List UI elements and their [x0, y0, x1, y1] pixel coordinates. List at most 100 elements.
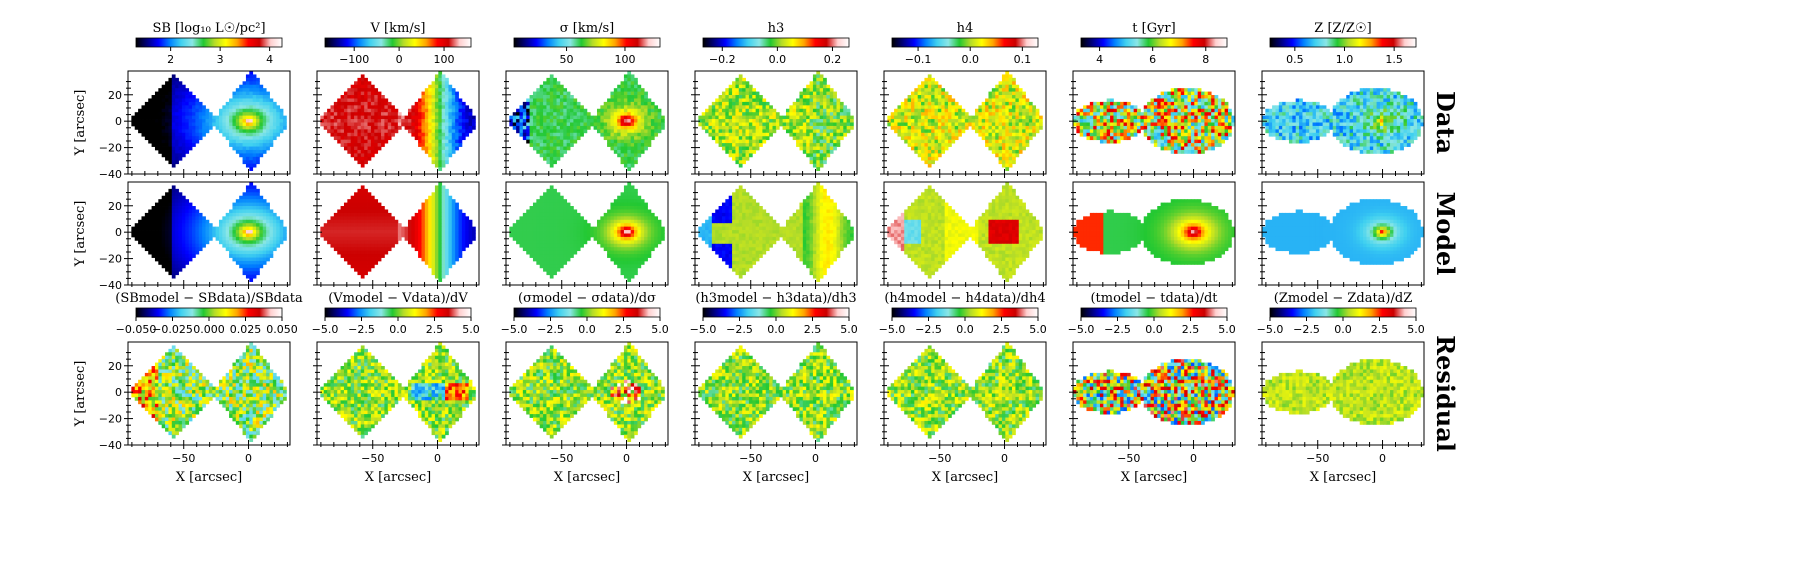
map-pixel	[1187, 136, 1192, 141]
map-pixel	[644, 98, 648, 103]
map-pixel	[350, 115, 355, 120]
map-pixel	[566, 136, 571, 141]
map-pixel	[944, 91, 949, 96]
map-pixel	[765, 108, 770, 113]
map-pixel	[1315, 115, 1320, 120]
map-pixel	[1099, 125, 1104, 130]
map-pixel	[256, 132, 260, 137]
map-pixel	[1018, 149, 1023, 154]
map-pixel	[1396, 108, 1401, 113]
map-pixel	[1130, 122, 1135, 127]
map-pixel	[411, 122, 416, 127]
map-pixel	[1214, 95, 1219, 99]
map-pixel	[1103, 119, 1108, 123]
map-pixel	[833, 136, 837, 141]
map-pixel	[812, 139, 817, 144]
map-pixel	[360, 112, 365, 117]
map-pixel	[529, 129, 534, 134]
map-pixel	[934, 146, 939, 151]
map-pixel	[600, 125, 605, 130]
map-pixel	[1373, 91, 1377, 96]
map-pixel	[1015, 84, 1020, 89]
map-pixel	[819, 146, 824, 151]
map-pixel	[924, 91, 929, 96]
map-pixel	[1390, 105, 1394, 110]
map-pixel	[553, 88, 557, 92]
map-pixel	[455, 146, 459, 151]
map-pixel	[1295, 132, 1300, 137]
map-pixel	[546, 146, 551, 151]
map-pixel	[1359, 132, 1364, 137]
map-pixel	[1386, 122, 1391, 127]
map-pixel	[387, 129, 392, 134]
map-pixel	[1363, 129, 1367, 134]
map-pixel	[171, 160, 176, 165]
map-pixel	[995, 84, 999, 89]
map-pixel	[364, 81, 368, 86]
map-pixel	[1299, 132, 1303, 137]
map-pixel	[951, 115, 956, 120]
map-pixel	[745, 91, 750, 96]
map-pixel	[1265, 108, 1270, 113]
map-pixel	[718, 132, 723, 137]
map-pixel	[1315, 108, 1320, 113]
map-pixel	[1008, 105, 1013, 110]
map-pixel	[1089, 112, 1094, 117]
map-pixel	[1204, 115, 1209, 120]
map-pixel	[833, 132, 837, 137]
map-pixel	[1022, 105, 1026, 110]
map-pixel	[421, 132, 426, 137]
map-pixel	[354, 112, 358, 117]
map-pixel	[367, 122, 372, 127]
map-pixel	[745, 108, 750, 113]
map-pixel	[259, 143, 264, 147]
map-pixel	[738, 149, 743, 154]
map-pixel	[1302, 115, 1307, 120]
map-pixel	[448, 115, 453, 120]
map-pixel	[839, 101, 844, 106]
map-pixel	[721, 143, 726, 147]
map-pixel	[364, 119, 368, 123]
map-pixel	[357, 105, 362, 110]
map-pixel	[198, 119, 203, 123]
map-pixel	[448, 139, 453, 144]
map-pixel	[1001, 146, 1006, 151]
map-pixel	[748, 146, 753, 151]
map-pixel	[1349, 108, 1354, 113]
map-pixel	[1177, 115, 1182, 120]
map-pixel	[833, 101, 837, 106]
map-pixel	[623, 156, 628, 161]
map-pixel	[1153, 115, 1158, 120]
map-pixel	[1363, 112, 1367, 117]
map-pixel	[438, 156, 443, 161]
map-pixel	[168, 143, 173, 147]
map-pixel	[812, 163, 817, 168]
map-pixel	[559, 88, 564, 92]
map-pixel	[364, 136, 368, 141]
map-pixel	[627, 108, 632, 113]
map-pixel	[1163, 132, 1168, 137]
map-pixel	[1373, 108, 1377, 113]
map-pixel	[1167, 108, 1172, 113]
map-pixel	[1012, 160, 1016, 165]
map-pixel	[985, 129, 989, 134]
map-pixel	[1008, 88, 1013, 92]
map-pixel	[718, 101, 723, 106]
map-pixel	[644, 122, 648, 127]
map-pixel	[327, 112, 331, 117]
map-pixel	[1086, 132, 1091, 137]
map-pixel	[188, 132, 193, 137]
map-pixel	[617, 139, 621, 144]
map-pixel	[785, 112, 790, 117]
map-pixel	[607, 119, 611, 123]
map-pixel	[931, 108, 935, 113]
map-pixel	[1001, 88, 1006, 92]
map-pixel	[610, 105, 615, 110]
map-pixel	[539, 98, 544, 103]
map-pixel	[364, 101, 368, 106]
map-pixel	[158, 101, 163, 106]
map-pixel	[1093, 105, 1097, 110]
map-pixel	[1336, 112, 1340, 117]
map-pixel	[927, 143, 932, 147]
map-pixel	[367, 153, 372, 158]
